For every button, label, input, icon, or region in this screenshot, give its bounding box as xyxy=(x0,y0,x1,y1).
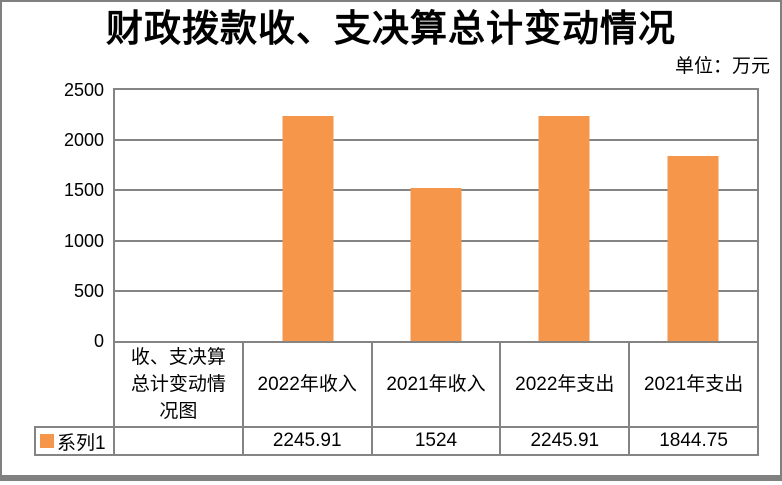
y-axis-tick-label: 1500 xyxy=(63,180,104,201)
legend-cell: 系列1 xyxy=(34,426,113,456)
data-table-header-cell: 收、支决算 总计变动情 况图 xyxy=(115,343,244,426)
y-axis-tick-label: 1000 xyxy=(63,230,104,251)
y-axis-tick-label: 2000 xyxy=(63,130,104,151)
gridline xyxy=(115,139,757,142)
bar-slot xyxy=(629,90,757,341)
data-table-value-cell xyxy=(115,428,244,454)
bar-slot xyxy=(500,90,628,341)
bar xyxy=(667,155,719,341)
data-table-value-row: 2245.91 1524 2245.91 1844.75 xyxy=(113,426,759,456)
data-table-value-cell: 2245.91 xyxy=(244,428,373,454)
data-table-value-cell: 1844.75 xyxy=(659,430,728,451)
legend-series-label: 系列1 xyxy=(57,432,106,454)
bar xyxy=(282,115,334,341)
bar-slot xyxy=(372,90,500,341)
data-table-header-cell: 2022年收入 xyxy=(244,343,373,426)
bar xyxy=(538,115,590,341)
bar xyxy=(410,188,462,341)
bar-series xyxy=(115,90,757,341)
bar-slot xyxy=(243,90,371,341)
data-table-header-cell: 2021年收入 xyxy=(373,343,502,426)
y-axis-tick-label: 500 xyxy=(73,280,104,301)
unit-label: 单位：万元 xyxy=(674,56,770,77)
data-table-value-cell: 1524 xyxy=(373,428,502,454)
bar-slot xyxy=(115,90,243,341)
data-table-header-cell: 2022年支出 xyxy=(501,343,631,426)
chart-title: 财政拨款收、支决算总计变动情况 xyxy=(106,9,676,50)
y-axis-tick-label: 0 xyxy=(93,331,104,351)
legend-marker-swatch xyxy=(40,434,54,448)
y-axis: 0 500 1000 1500 2000 2500 xyxy=(0,80,104,351)
data-table-header-row: 收、支决算 总计变动情 况图 2022年收入 2021年收入 2022年支出 2021年… xyxy=(113,343,759,426)
data-table-value-cell: 2245.91 xyxy=(501,428,631,454)
data-table-header-cell: 2021年支出 xyxy=(643,374,744,395)
plot-area xyxy=(113,88,759,343)
y-axis-tick-label: 2500 xyxy=(63,80,104,100)
